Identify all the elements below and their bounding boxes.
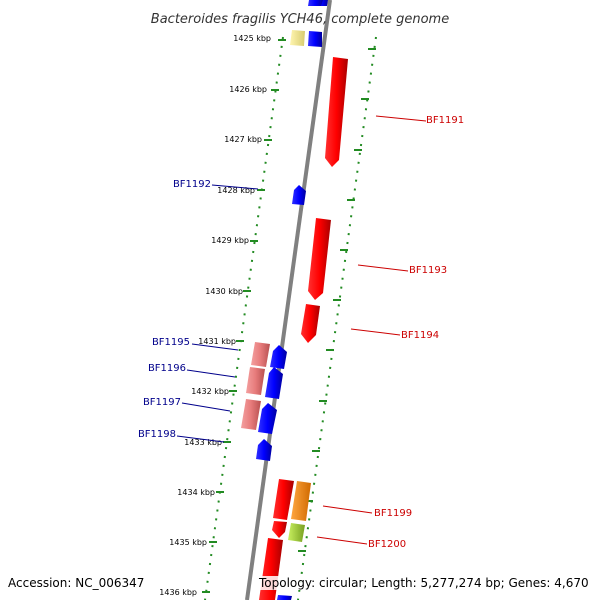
right-leader-lines (316, 115, 427, 545)
gene-red-1435[interactable] (259, 538, 283, 600)
gene-bf1197[interactable] (241, 399, 261, 430)
tick-label-1431: 1431 kbp (198, 337, 236, 346)
forward-strand-genes (288, 0, 348, 542)
tick-label-1436: 1436 kbp (159, 588, 197, 597)
gene-bf1200[interactable] (288, 523, 305, 542)
topology-text: Topology: circular; Length: 5,277,274 bp… (259, 576, 589, 590)
gene-bf1198[interactable] (256, 439, 272, 461)
gene-bf1194[interactable] (301, 304, 320, 343)
tick-label-1427: 1427 kbp (224, 135, 262, 144)
gene-label-bf1193[interactable]: BF1193 (409, 265, 447, 276)
right-tick-marks (298, 48, 376, 552)
gene-label-bf1195[interactable]: BF1195 (152, 337, 190, 348)
genome-backbone (245, 0, 332, 600)
tick-label-1429: 1429 kbp (211, 236, 249, 245)
accession-text: Accession: NC_006347 (8, 576, 145, 590)
tick-label-1430: 1430 kbp (205, 287, 243, 296)
left-coordinate-track (204, 36, 284, 600)
gene-bf1199[interactable] (291, 481, 311, 521)
gene-top-stub-blue (308, 0, 323, 6)
gene-bf1193[interactable] (308, 218, 331, 300)
tick-label-1425: 1425 kbp (233, 34, 271, 43)
gene-bf1195-blue[interactable] (270, 345, 287, 369)
gene-bf1197-blue[interactable] (258, 403, 277, 434)
tick-label-1434: 1434 kbp (177, 488, 215, 497)
gene-blue-1436[interactable] (277, 595, 292, 600)
gene-bf1196-blue[interactable] (265, 367, 283, 399)
gene-label-bf1198[interactable]: BF1198 (138, 429, 176, 440)
gene-bf1191[interactable] (325, 57, 348, 167)
gene-bf1196[interactable] (246, 367, 265, 395)
tick-label-1433: 1433 kbp (184, 438, 222, 447)
gene-label-bf1197[interactable]: BF1197 (143, 397, 181, 408)
gene-label-bf1191[interactable]: BF1191 (426, 115, 464, 126)
gene-red-1434[interactable] (273, 479, 294, 520)
tick-label-1435: 1435 kbp (169, 538, 207, 547)
tick-label-1432: 1432 kbp (191, 387, 229, 396)
gene-label-bf1200[interactable]: BF1200 (368, 539, 406, 550)
tick-label-1426: 1426 kbp (229, 85, 267, 94)
left-leader-lines (176, 184, 259, 443)
gene-bf1192[interactable] (292, 185, 306, 205)
tick-label-1428: 1428 kbp (217, 186, 255, 195)
map-title: Bacteroides fragilis YCH46, complete gen… (151, 12, 449, 27)
gene-label-bf1192[interactable]: BF1192 (173, 179, 211, 190)
gene-yellow-1425[interactable] (290, 30, 305, 46)
gene-label-bf1199[interactable]: BF1199 (374, 508, 412, 519)
left-tick-marks (202, 39, 286, 593)
gene-red-1434b[interactable] (272, 521, 287, 538)
gene-label-bf1194[interactable]: BF1194 (401, 330, 439, 341)
gene-blue-1425[interactable] (308, 31, 322, 47)
gene-label-bf1196[interactable]: BF1196 (148, 363, 186, 374)
gene-bf1195[interactable] (251, 342, 270, 367)
